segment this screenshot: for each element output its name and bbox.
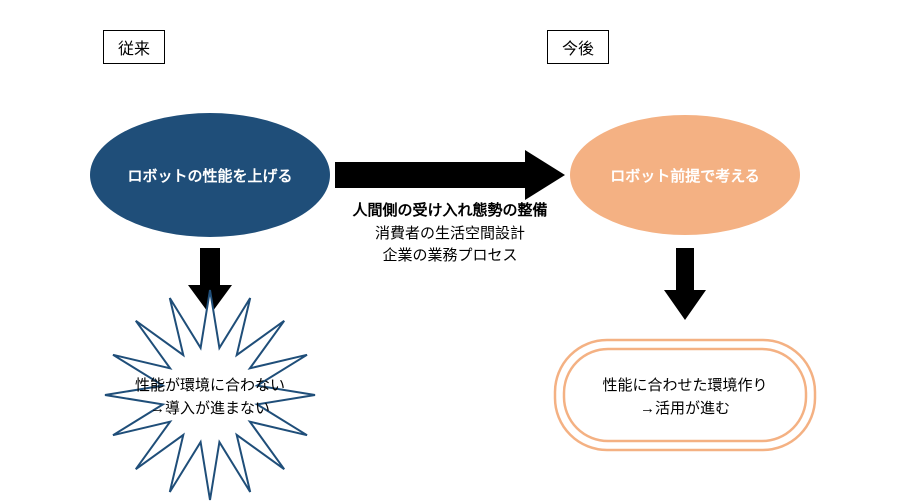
right-ellipse: ロボット前提で考える [570, 115, 800, 235]
left-ellipse: ロボットの性能を上げる [90, 113, 330, 237]
left-header-text: 従来 [118, 41, 150, 58]
horizontal-arrow [335, 150, 565, 200]
right-ellipse-text: ロボット前提で考える [610, 165, 760, 186]
center-text-block: 人間側の受け入れ態勢の整備 消費者の生活空間設計 企業の業務プロセス [335, 200, 565, 268]
left-result-text: 性能が環境に合わない →導入が進まない [130, 375, 290, 420]
right-down-arrow [664, 248, 706, 320]
right-result-text: 性能に合わせた環境作り →活用が進む [590, 375, 780, 420]
right-header-box: 今後 [547, 30, 609, 64]
right-result-line1: 性能に合わせた環境作り [590, 375, 780, 398]
center-line1: 人間側の受け入れ態勢の整備 [335, 200, 565, 223]
left-result-line2: →導入が進まない [130, 398, 290, 421]
left-result-line1: 性能が環境に合わない [130, 375, 290, 398]
right-header-text: 今後 [562, 41, 594, 58]
left-down-arrow [188, 248, 232, 315]
right-result-line2: →活用が進む [590, 398, 780, 421]
center-line3: 企業の業務プロセス [335, 245, 565, 268]
left-ellipse-text: ロボットの性能を上げる [127, 165, 292, 186]
left-header-box: 従来 [103, 30, 165, 64]
center-line2: 消費者の生活空間設計 [335, 223, 565, 246]
